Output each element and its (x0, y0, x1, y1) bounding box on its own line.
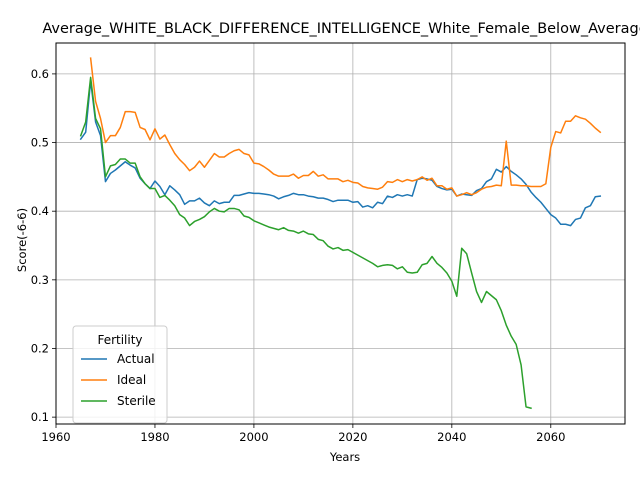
series-line-sterile (79, 76, 532, 410)
legend-label-ideal: Ideal (117, 373, 146, 387)
legend-title: Fertility (97, 333, 142, 347)
x-tick-label: 2000 (239, 430, 268, 444)
x-tick-label: 1980 (140, 430, 169, 444)
y-tick-label: 0.6 (31, 67, 49, 81)
y-tick-label: 0.2 (31, 341, 49, 355)
legend: Fertility Actual Ideal Sterile (72, 325, 168, 424)
x-tick-label: 1960 (41, 430, 70, 444)
legend-label-sterile: Sterile (117, 394, 156, 408)
series-line-ideal (89, 57, 602, 197)
legend-box (72, 325, 168, 424)
series-line-actual (79, 80, 602, 227)
y-tick-label: 0.3 (31, 273, 49, 287)
y-tick-label: 0.5 (31, 136, 49, 150)
x-tick-label: 2040 (437, 430, 466, 444)
series-layer (79, 57, 602, 410)
x-axis: 1960 1980 2000 2020 2040 2060 (41, 424, 565, 444)
legend-label-actual: Actual (117, 352, 155, 366)
y-tick-label: 0.4 (31, 204, 49, 218)
x-tick-label: 2020 (338, 430, 367, 444)
x-tick-label: 2060 (536, 430, 565, 444)
x-axis-label: Years (329, 450, 360, 464)
y-axis-label: Score(-6-6) (15, 208, 29, 272)
y-axis: 0.1 0.2 0.3 0.4 0.5 0.6 (31, 67, 56, 424)
legend-items: Actual Ideal Sterile (81, 352, 156, 408)
chart-title: Average_WHITE_BLACK_DIFFERENCE_INTELLIGE… (42, 21, 640, 37)
y-tick-label: 0.1 (31, 410, 49, 424)
plot-frame (55, 42, 626, 425)
